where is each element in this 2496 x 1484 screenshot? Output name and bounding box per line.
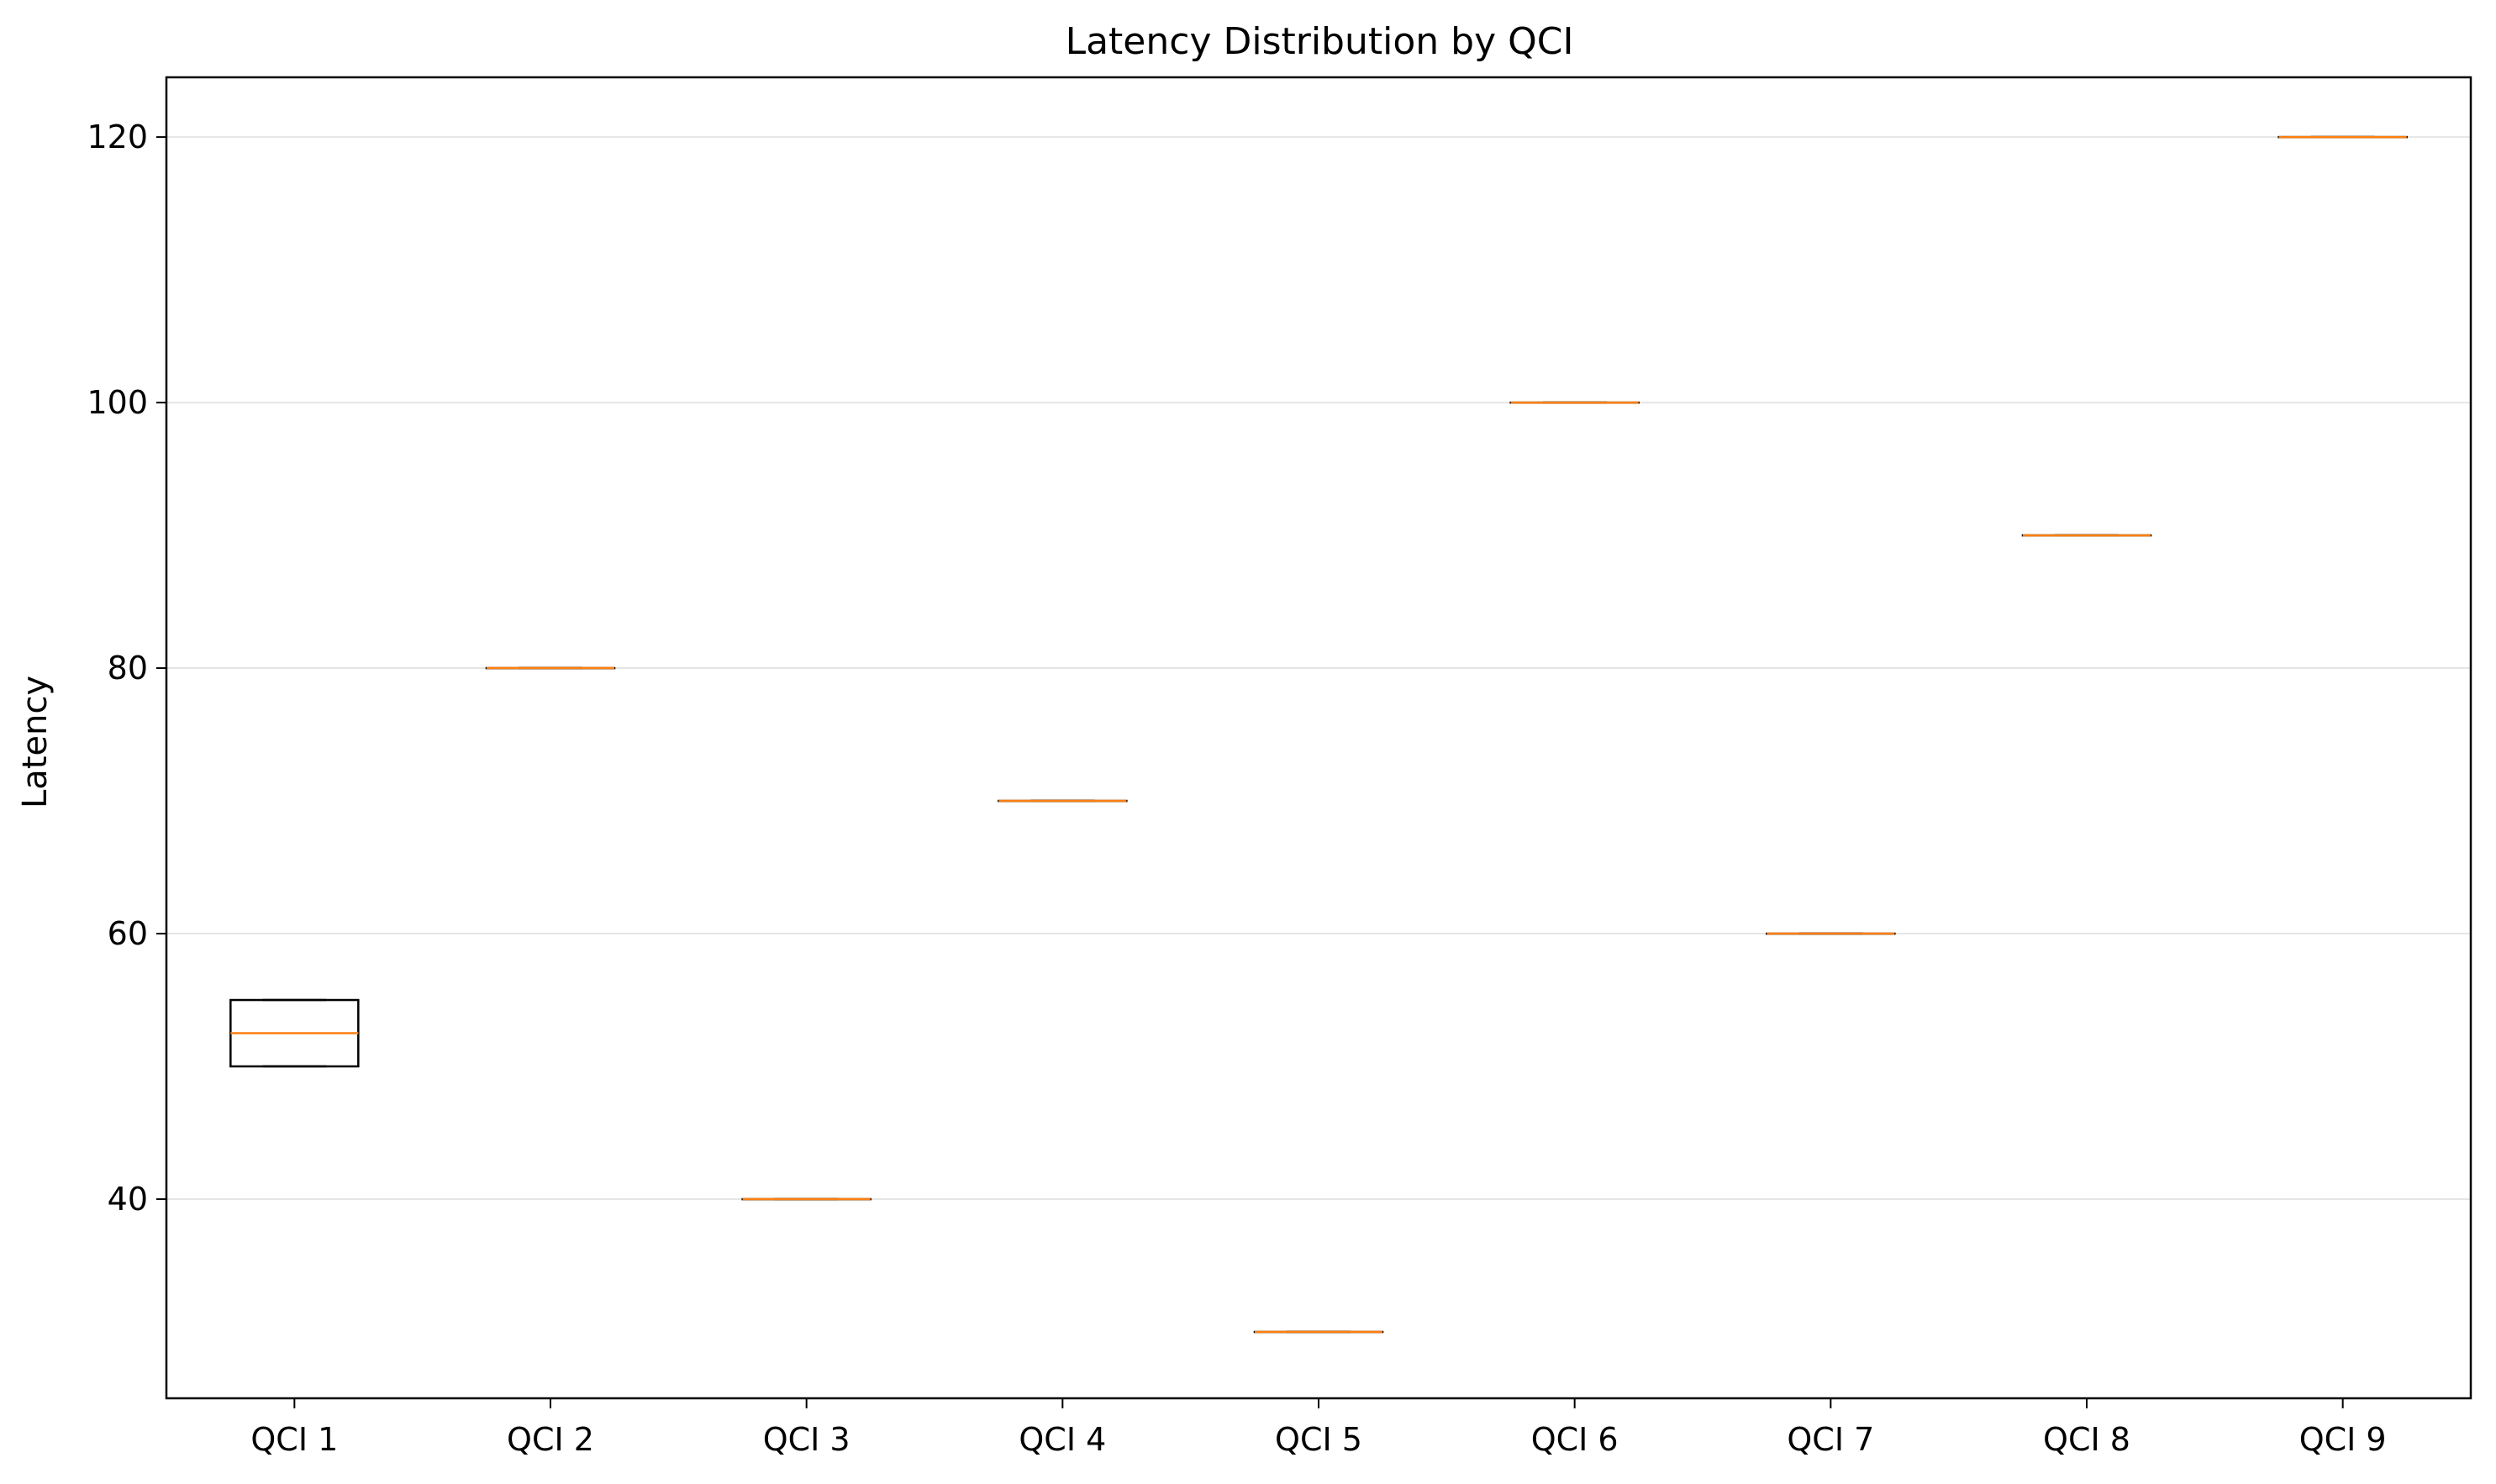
y-axis: 40 60 80 100 120: [87, 118, 166, 1218]
x-tick-label: QCI 6: [1531, 1421, 1619, 1458]
y-tick-label: 100: [87, 384, 148, 421]
y-tick-label: 120: [87, 118, 148, 155]
x-tick-label: QCI 1: [250, 1421, 338, 1458]
y-tick-label: 80: [108, 650, 148, 687]
x-tick-label: QCI 7: [1787, 1421, 1874, 1458]
x-tick-label: QCI 8: [2043, 1421, 2130, 1458]
y-tick-label: 40: [108, 1181, 148, 1218]
x-tick-label: QCI 4: [1019, 1421, 1106, 1458]
x-tick-label: QCI 5: [1275, 1421, 1362, 1458]
box-qci-1: [229, 998, 360, 1068]
x-axis: QCI 1 QCI 2 QCI 3 QCI 4 QCI 5 QCI 6 QCI 7 QCI 8…: [250, 1398, 2387, 1458]
x-tick-label: QCI 3: [763, 1421, 850, 1458]
chart-title: Latency Distribution by QCI: [1066, 20, 1574, 63]
y-tick-label: 60: [108, 915, 148, 952]
x-tick-label: QCI 9: [2299, 1421, 2387, 1458]
box-plots: [229, 135, 2408, 1334]
x-tick-label: QCI 2: [507, 1421, 594, 1458]
y-axis-label: Latency: [16, 676, 55, 808]
